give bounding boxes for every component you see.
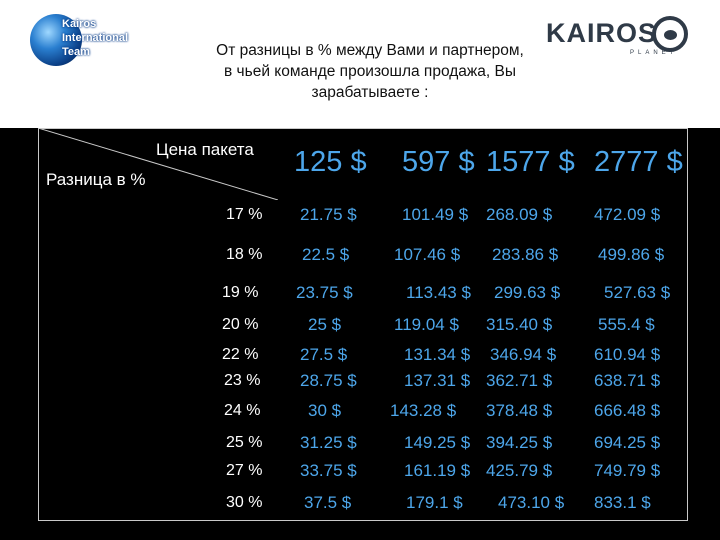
commission-value-cell: 143.28 $ (390, 401, 457, 420)
page-heading: От разницы в % между Вами и партнером, в… (216, 42, 524, 101)
commission-value-cell: 283.86 $ (492, 245, 559, 264)
row-percent-label: 25 % (226, 434, 263, 451)
commission-value-cell: 472.09 $ (594, 205, 661, 224)
commission-value-cell: 638.71 $ (594, 371, 661, 390)
logo-line-3: Team (62, 46, 90, 58)
commission-value-cell: 555.4 $ (598, 315, 655, 334)
table-frame (38, 128, 688, 521)
kairos-planet-logo: KAIROS PLANET (546, 16, 696, 58)
commission-value-cell: 315.40 $ (486, 315, 553, 334)
globe-logo-icon (30, 14, 82, 66)
commission-value-cell: 23.75 $ (296, 283, 353, 302)
logo-line-1: Kairos (62, 18, 97, 30)
commission-value-cell: 610.94 $ (594, 345, 661, 364)
column-axis-label: Цена пакета (156, 140, 254, 159)
commission-value-cell: 425.79 $ (486, 461, 553, 480)
commission-value-cell: 149.25 $ (404, 433, 471, 452)
commission-value-cell: 499.86 $ (598, 245, 665, 264)
commission-value-cell: 101.49 $ (402, 205, 469, 224)
header-band (0, 0, 720, 128)
kairos-international-team-logo: Kairos International Team (62, 17, 128, 59)
commission-value-cell: 394.25 $ (486, 433, 553, 452)
commission-value-cell: 31.25 $ (300, 433, 357, 452)
commission-value-cell: 113.43 $ (406, 283, 471, 302)
column-header-price: 125 $ (294, 146, 367, 178)
commission-value-cell: 37.5 $ (304, 493, 352, 512)
commission-value-cell: 21.75 $ (300, 205, 357, 224)
row-percent-label: 17 % (226, 206, 263, 223)
commission-value-cell: 25 $ (308, 315, 342, 334)
commission-value-cell: 33.75 $ (300, 461, 357, 480)
planet-icon (652, 16, 688, 52)
column-header-price: 597 $ (402, 146, 475, 178)
commission-value-cell: 694.25 $ (594, 433, 661, 452)
row-percent-label: 18 % (226, 246, 263, 263)
row-percent-label: 19 % (222, 284, 259, 301)
commission-value-cell: 378.48 $ (486, 401, 553, 420)
commission-value-cell: 131.34 $ (404, 345, 471, 364)
logo-line-2: International (62, 32, 129, 44)
row-percent-label: 27 % (226, 462, 263, 479)
commission-value-cell: 119.04 $ (394, 315, 459, 334)
commission-value-cell: 362.71 $ (486, 371, 553, 390)
row-percent-label: 20 % (222, 316, 259, 333)
commission-value-cell: 299.63 $ (494, 283, 561, 302)
row-percent-label: 23 % (224, 372, 261, 389)
commission-value-cell: 749.79 $ (594, 461, 661, 480)
commission-value-cell: 833.1 $ (594, 493, 651, 512)
commission-value-cell: 161.19 $ (404, 461, 471, 480)
kairos-brand-text: KAIROS (546, 18, 658, 48)
row-percent-label: 30 % (226, 494, 263, 511)
commission-value-cell: 527.63 $ (604, 283, 671, 302)
commission-value-cell: 27.5 $ (300, 345, 348, 364)
column-header-price: 2777 $ (594, 146, 683, 178)
row-percent-label: 22 % (222, 346, 259, 363)
commission-value-cell: 473.10 $ (498, 493, 565, 512)
row-axis-label: Разница в % (46, 170, 146, 189)
commission-value-cell: 28.75 $ (300, 371, 357, 390)
commission-value-cell: 666.48 $ (594, 401, 661, 420)
commission-value-cell: 22.5 $ (302, 245, 350, 264)
commission-value-cell: 346.94 $ (490, 345, 557, 364)
commission-value-cell: 107.46 $ (394, 245, 461, 264)
kairos-sub-text: PLANET (630, 50, 678, 56)
row-percent-label: 24 % (224, 402, 261, 419)
commission-value-cell: 268.09 $ (486, 205, 553, 224)
commission-value-cell: 30 $ (308, 401, 342, 420)
commission-value-cell: 179.1 $ (406, 493, 463, 512)
header-diagonal-line (38, 128, 278, 200)
commission-value-cell: 137.31 $ (404, 371, 471, 390)
column-header-price: 1577 $ (486, 146, 575, 178)
